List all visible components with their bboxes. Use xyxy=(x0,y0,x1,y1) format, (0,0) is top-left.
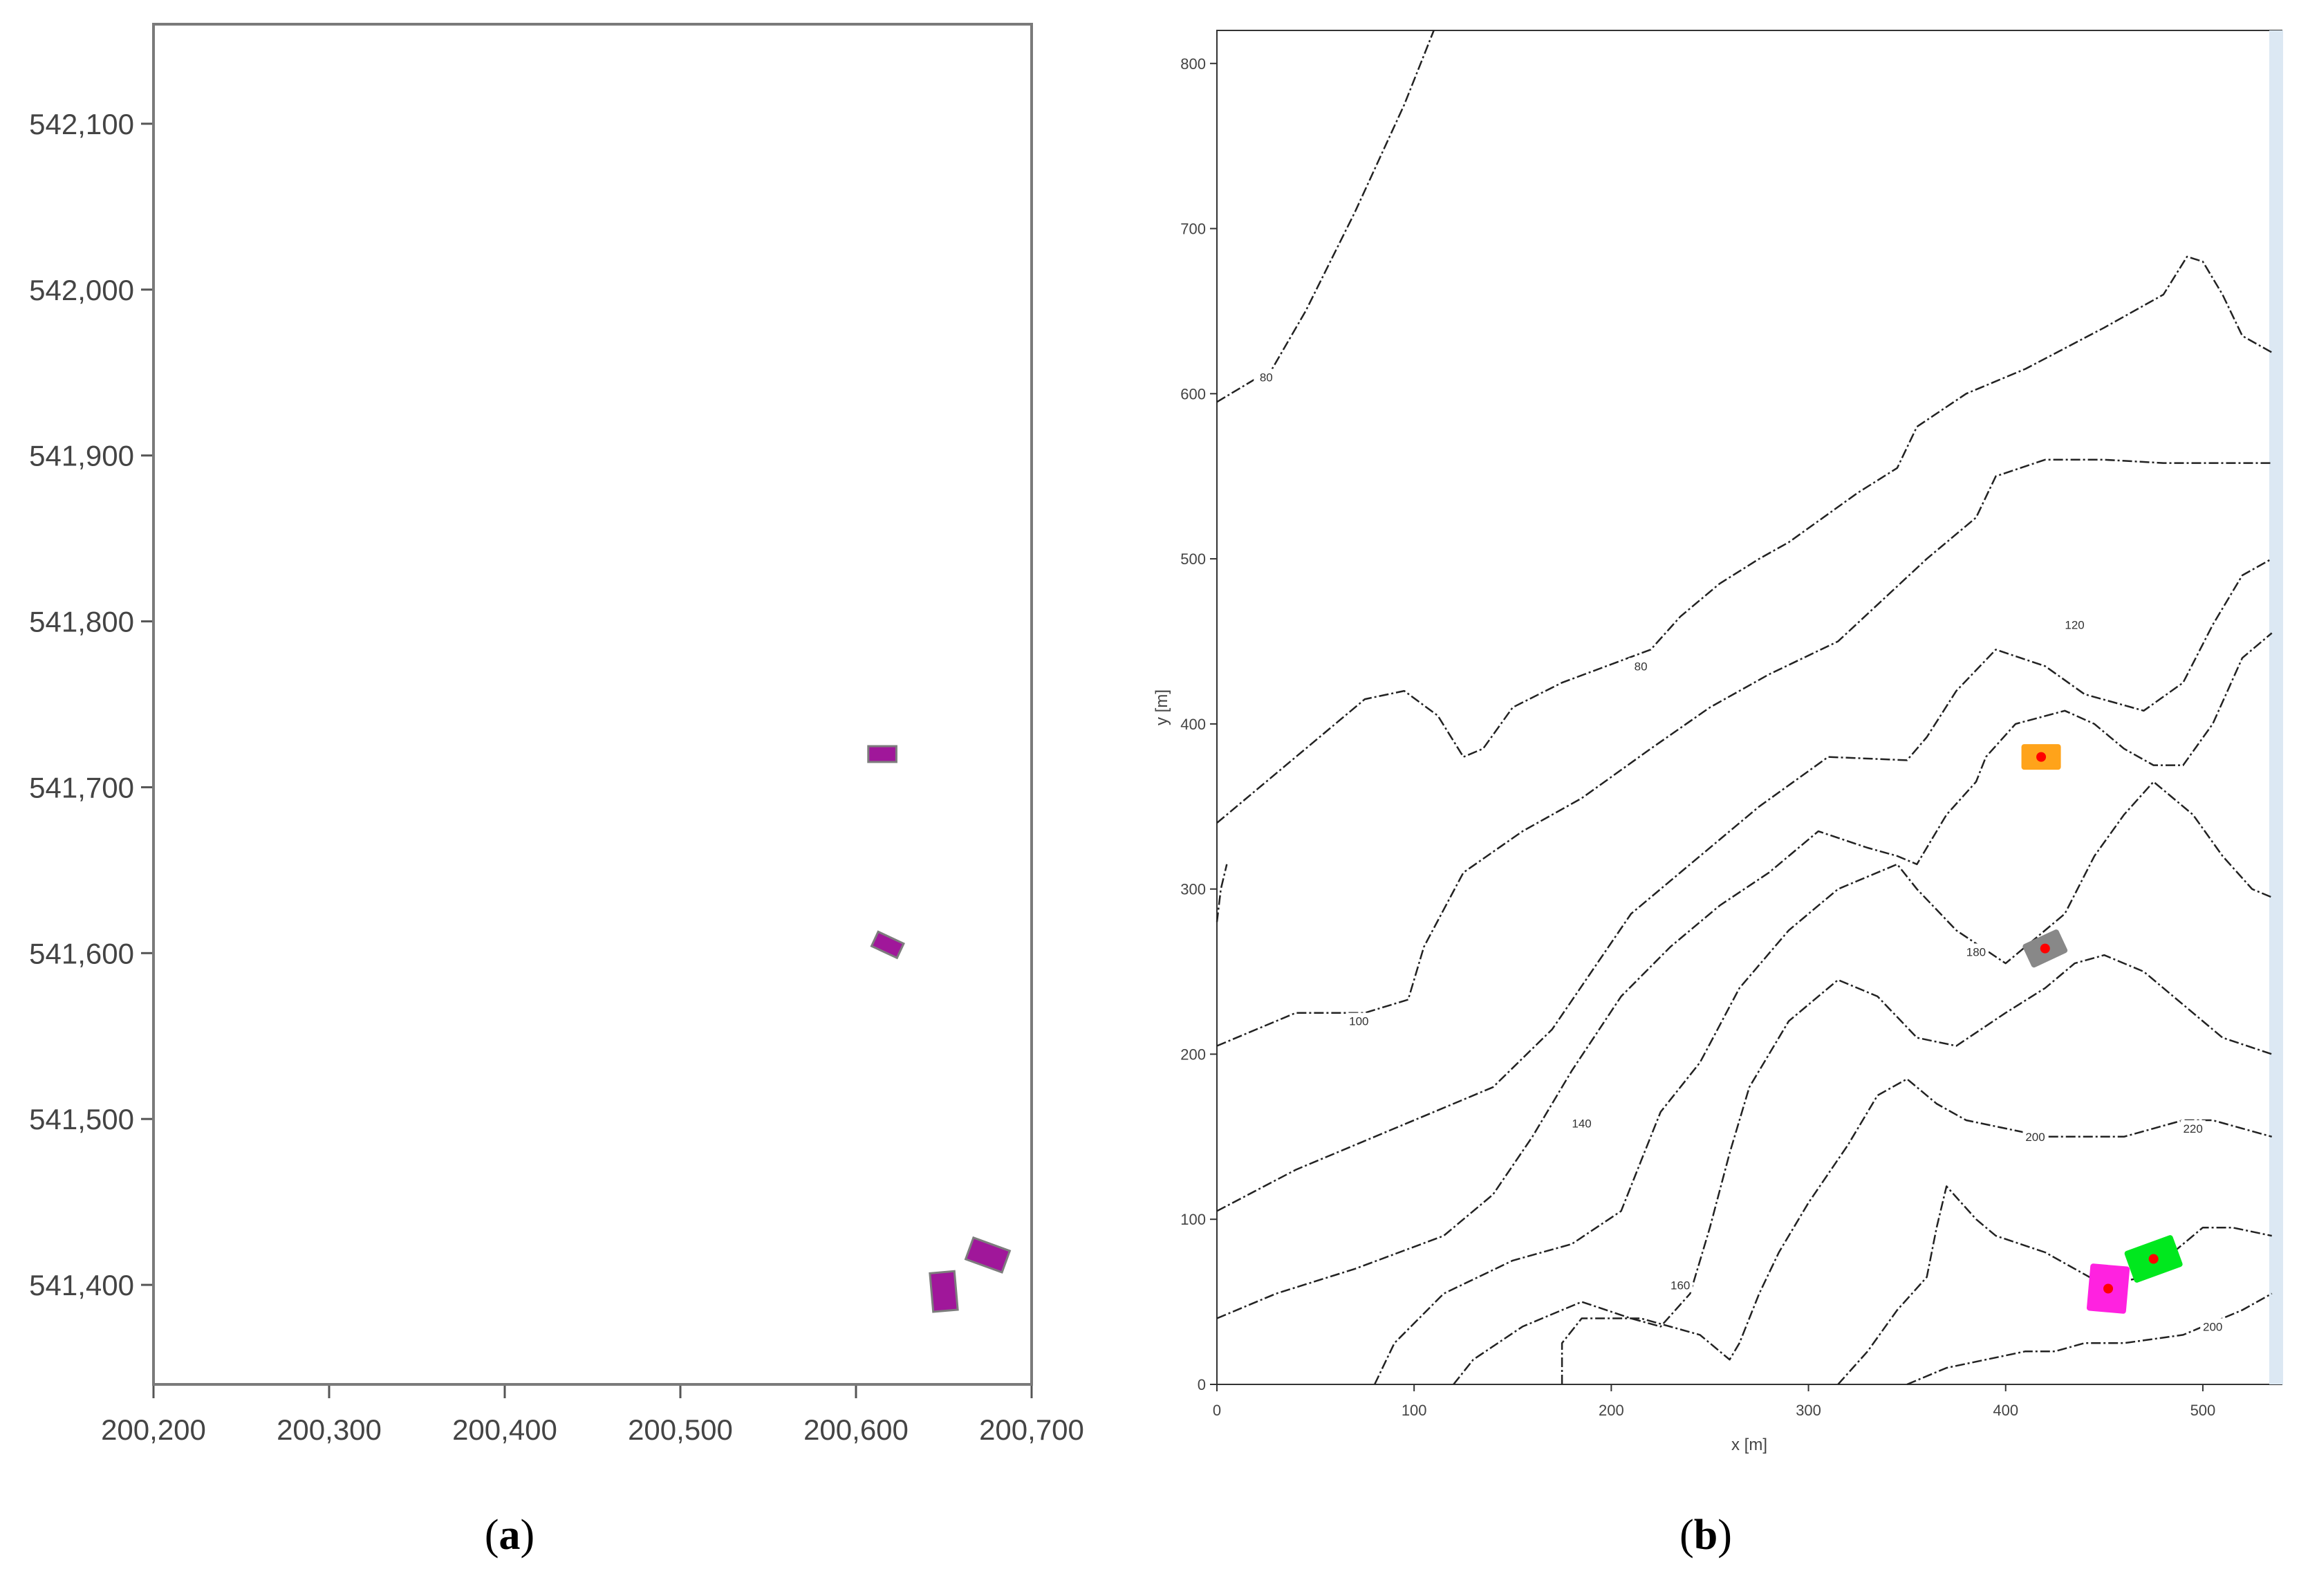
y-tick-label-a: 541,900 xyxy=(29,440,134,472)
contour-label-bg xyxy=(2180,1120,2206,1135)
contour-label-bg xyxy=(2062,616,2087,632)
plot-area-a xyxy=(152,23,1033,1386)
x-tick-label-b: 0 xyxy=(1213,1402,1221,1419)
y-tick-label-b: 300 xyxy=(1180,881,1206,898)
x-tick-label-b: 500 xyxy=(2190,1402,2216,1419)
contour-line xyxy=(1216,558,2273,1212)
contour-label-bg xyxy=(1628,658,1654,674)
source-point-b xyxy=(2036,752,2047,762)
x-tick-label-b: 300 xyxy=(1796,1402,1821,1419)
contour-label: 220 xyxy=(2183,1122,2202,1135)
building-marker-a xyxy=(929,1270,959,1313)
contour-label: 180 xyxy=(1966,945,1986,958)
contour-label-bg xyxy=(1254,369,1279,384)
y-tick-label-b: 700 xyxy=(1180,221,1206,238)
source-point-b xyxy=(2040,943,2050,954)
y-tick-label-b: 400 xyxy=(1180,716,1206,733)
contour-label: 200 xyxy=(2025,1131,2045,1144)
y-tick-label-a: 541,500 xyxy=(29,1103,134,1135)
contour-line xyxy=(1216,255,2273,824)
x-tick-label-b: 400 xyxy=(1993,1402,2018,1419)
x-tick-label-a: 200,400 xyxy=(452,1413,557,1446)
contour-label-bg xyxy=(1668,1277,1693,1292)
contour-label: 140 xyxy=(1572,1117,1591,1131)
contour-label-bg xyxy=(1569,1115,1594,1131)
y-tick-label-a: 542,100 xyxy=(29,108,134,140)
plot-area-b xyxy=(1216,30,2282,1385)
x-tick-label-a: 200,300 xyxy=(277,1413,382,1446)
caption-b-letter: b xyxy=(1693,1512,1718,1559)
source-point-b xyxy=(2103,1283,2114,1294)
x-tick-label-a: 200,500 xyxy=(628,1413,733,1446)
y-tick-label-b: 500 xyxy=(1180,550,1206,568)
contour-line xyxy=(1561,1078,2273,1384)
y-tick-label-b: 800 xyxy=(1180,55,1206,73)
y-axis-label-b: y [m] xyxy=(1153,689,1171,725)
y-tick-label-a: 541,700 xyxy=(29,771,134,804)
contour-line xyxy=(1216,632,2273,1319)
y-tick-label-b: 100 xyxy=(1180,1211,1206,1228)
contour-label-bg xyxy=(2200,1318,2226,1334)
right-edge-strip-b xyxy=(2269,30,2283,1384)
contour-line xyxy=(1837,1185,2272,1385)
contour-line xyxy=(1216,458,2272,1047)
contour-line xyxy=(1906,1292,2273,1386)
caption-a-letter: a xyxy=(499,1512,521,1559)
y-tick-label-b: 200 xyxy=(1180,1046,1206,1063)
y-tick-label-b: 600 xyxy=(1180,385,1206,402)
building-marker-a xyxy=(870,930,905,960)
source-point-b xyxy=(2148,1254,2159,1264)
x-tick-label-b: 100 xyxy=(1402,1402,1427,1419)
contour-label-bg xyxy=(1963,943,1989,959)
contour-label: 200 xyxy=(2203,1320,2222,1333)
contour-label: 160 xyxy=(1670,1279,1690,1292)
contour-line xyxy=(1373,781,2273,1385)
y-tick-label-a: 541,800 xyxy=(29,606,134,638)
contour-label: 120 xyxy=(2065,619,2084,632)
x-tick-label-a: 200,700 xyxy=(979,1413,1084,1446)
y-tick-label-a: 541,400 xyxy=(29,1269,134,1301)
x-tick-label-b: 200 xyxy=(1599,1402,1624,1419)
building-marker-a xyxy=(964,1236,1012,1274)
x-tick-label-a: 200,200 xyxy=(101,1413,206,1446)
caption-b: (b) xyxy=(1679,1512,1732,1559)
contour-label: 80 xyxy=(1260,371,1273,384)
x-axis-label-b: x [m] xyxy=(1731,1436,1767,1454)
x-tick-label-a: 200,600 xyxy=(803,1413,909,1446)
y-tick-label-b: 0 xyxy=(1198,1376,1206,1393)
contour-label-bg xyxy=(1346,1012,1372,1028)
building-marker-a xyxy=(867,745,897,763)
contour-label: 100 xyxy=(1349,1015,1368,1028)
contour-label: 80 xyxy=(1635,660,1648,673)
contour-label-bg xyxy=(2022,1128,2048,1144)
y-tick-label-a: 542,000 xyxy=(29,274,134,306)
y-tick-label-a: 541,600 xyxy=(29,937,134,969)
caption-a: (a) xyxy=(484,1512,535,1559)
